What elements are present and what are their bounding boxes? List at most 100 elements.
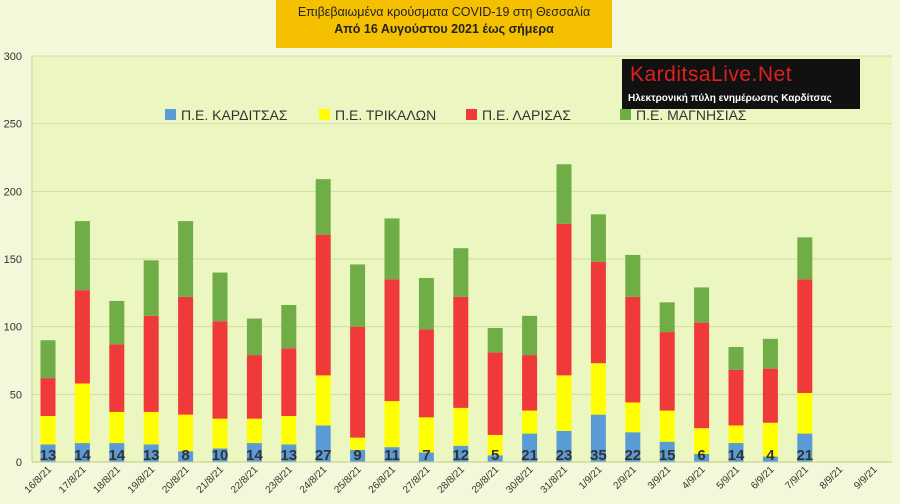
x-tick-label: 4/9/21 xyxy=(680,464,708,492)
bar-segment xyxy=(522,355,538,411)
data-label: 12 xyxy=(452,447,469,464)
bar-segment xyxy=(109,443,125,462)
bar-segment xyxy=(522,315,538,356)
data-label: 9 xyxy=(353,447,361,464)
y-axis: 0 50 100 150 200 250 300 xyxy=(4,51,33,469)
x-tick-label: 2/9/21 xyxy=(611,464,639,492)
bar-segment xyxy=(246,443,262,462)
data-label: 7 xyxy=(422,447,430,464)
data-label: 13 xyxy=(143,447,160,464)
data-label: 27 xyxy=(315,447,332,464)
bar-segment xyxy=(453,248,469,297)
bar-segment xyxy=(590,214,606,262)
bar-segment xyxy=(556,164,572,224)
bar-segment xyxy=(40,378,56,416)
bar-segment xyxy=(797,237,813,280)
data-label: 10 xyxy=(212,447,229,464)
legend-label: Π.Ε. ΚΑΡΔΙΤΣΑΣ xyxy=(181,107,288,123)
x-tick-label: 24/8/21 xyxy=(298,464,330,496)
chart-subtitle: Από 16 Αυγούστου 2021 έως σήμερα xyxy=(334,22,554,36)
y-tick-label: 50 xyxy=(10,389,22,401)
bar-segment xyxy=(659,410,675,442)
bar-segment xyxy=(590,414,606,462)
x-tick-label: 22/8/21 xyxy=(229,464,261,496)
data-label: 5 xyxy=(491,447,499,464)
data-label: 11 xyxy=(384,447,400,464)
legend-label: Π.Ε. ΜΑΓΝΗΣΙΑΣ xyxy=(636,107,747,123)
bar-segment xyxy=(728,346,744,370)
karditsalive-logo: KarditsaLive.Net Ηλεκτρονική πύλη ενημέρ… xyxy=(622,59,860,109)
bar-segment xyxy=(109,411,125,444)
data-label: 6 xyxy=(697,447,705,464)
x-tick-label: 30/8/21 xyxy=(504,464,536,496)
x-tick-label: 25/8/21 xyxy=(332,464,364,496)
y-tick-label: 100 xyxy=(4,322,22,334)
x-tick-label: 5/9/21 xyxy=(715,464,743,492)
legend-swatch xyxy=(165,109,176,120)
bar-segment xyxy=(694,453,710,462)
data-label: 8 xyxy=(181,447,189,464)
x-tick-label: 18/8/21 xyxy=(92,464,124,496)
bar-segment xyxy=(246,318,262,356)
x-tick-label: 1/9/21 xyxy=(577,464,605,492)
bar-segment xyxy=(694,322,710,429)
x-tick-label: 6/9/21 xyxy=(749,464,777,492)
bar-segment xyxy=(556,223,572,376)
title-box: Επιβεβαιωμένα κρούσματα COVID-19 στη Θεσ… xyxy=(276,0,612,48)
bar-segment xyxy=(40,444,56,462)
bar-segment xyxy=(350,326,366,438)
bar-segment xyxy=(418,417,434,453)
x-tick-label: 20/8/21 xyxy=(160,464,192,496)
legend: Π.Ε. ΚΑΡΔΙΤΣΑΣ Π.Ε. ΤΡΙΚΑΛΩΝ Π.Ε. ΛΑΡΙΣΑΣ Π… xyxy=(165,107,747,123)
bar-segment xyxy=(74,290,90,384)
bar-segment xyxy=(143,444,159,462)
bar-segment xyxy=(384,218,400,280)
bar-segment xyxy=(281,444,297,462)
bar-segment xyxy=(384,279,400,402)
bar-segment xyxy=(728,369,744,426)
bar-segment xyxy=(315,234,331,376)
data-label: 35 xyxy=(590,447,607,464)
bar-segment xyxy=(40,415,56,445)
bar-segment xyxy=(522,410,538,434)
legend-swatch xyxy=(319,109,330,120)
bar-segment xyxy=(659,332,675,411)
bar-segment xyxy=(797,279,813,393)
bar-segment xyxy=(246,418,262,444)
bar-segment xyxy=(797,433,813,462)
bar-segment xyxy=(590,363,606,415)
bar-segment xyxy=(212,321,228,419)
bar-segment xyxy=(522,433,538,462)
x-tick-label: 19/8/21 xyxy=(126,464,158,496)
bar-segment xyxy=(384,447,400,462)
data-label: 21 xyxy=(796,447,813,464)
bar-segment xyxy=(694,428,710,454)
bar-segment xyxy=(315,425,331,462)
y-tick-label: 150 xyxy=(4,254,22,266)
x-tick-label: 26/8/21 xyxy=(367,464,399,496)
bar-segment xyxy=(453,445,469,462)
data-label: 13 xyxy=(280,447,297,464)
bar-segment xyxy=(418,452,434,462)
x-tick-label: 31/8/21 xyxy=(539,464,571,496)
logo-tagline: Ηλεκτρονική πύλη ενημέρωσης Καρδίτσας xyxy=(628,93,832,104)
bar-segment xyxy=(762,422,778,457)
x-tick-label: 23/8/21 xyxy=(264,464,296,496)
chart-title: Επιβεβαιωμένα κρούσματα COVID-19 στη Θεσ… xyxy=(297,5,591,19)
legend-label: Π.Ε. ΤΡΙΚΑΛΩΝ xyxy=(335,107,436,123)
bar-segment xyxy=(246,355,262,419)
bar-segment xyxy=(143,315,159,412)
data-label: 22 xyxy=(624,447,641,464)
bar-segment xyxy=(487,328,503,353)
data-labels: 13 14 14 13 8 10 14 13 27 9 11 7 12 5 21 23 35 22 15 6 14 4 21 xyxy=(40,447,813,464)
bar-segment xyxy=(418,277,434,330)
bar-segment xyxy=(178,296,194,415)
y-tick-label: 300 xyxy=(4,51,22,63)
data-label: 23 xyxy=(556,447,573,464)
bar-segment xyxy=(212,418,228,449)
bar-segment xyxy=(487,352,503,435)
bar-segment xyxy=(143,260,159,316)
bar-segment xyxy=(694,287,710,323)
bars xyxy=(40,164,813,462)
